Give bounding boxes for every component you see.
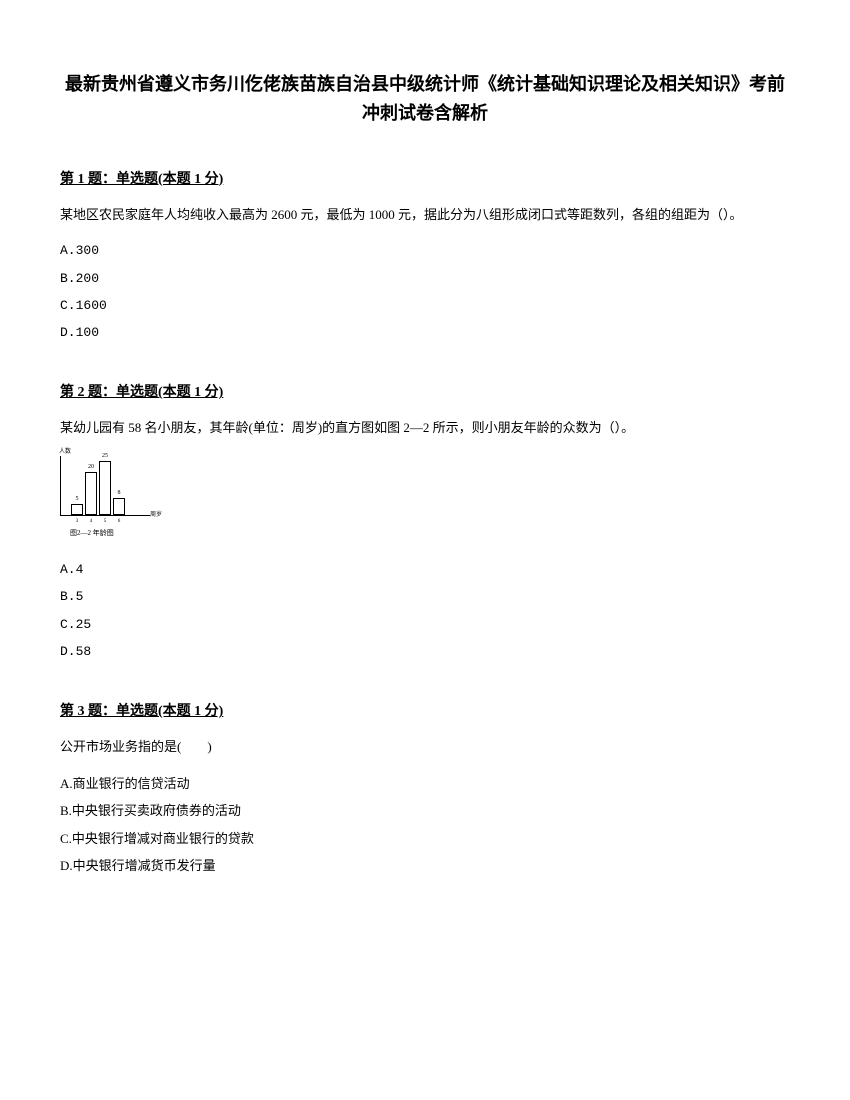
question-1-option-b: B.200 — [60, 265, 790, 292]
chart-x-tick: 5 — [104, 519, 107, 524]
chart-y-label: 人数 — [59, 446, 71, 455]
question-1: 第 1 题：单选题(本题 1 分) 某地区农民家庭年人均纯收入最高为 2600 … — [60, 168, 790, 347]
chart-x-tick: 4 — [90, 519, 93, 524]
question-2-option-a: A.4 — [60, 556, 790, 583]
question-1-option-a: A.300 — [60, 237, 790, 264]
chart-bar: 20 — [85, 472, 97, 515]
question-1-header: 第 1 题：单选题(本题 1 分) — [60, 168, 790, 188]
question-2-option-c: C.25 — [60, 611, 790, 638]
question-2-header: 第 2 题：单选题(本题 1 分) — [60, 381, 790, 401]
question-2-option-d: D.58 — [60, 638, 790, 665]
histogram-chart: 人数 周岁 520258 3456 图2—2 年龄图 — [60, 456, 155, 536]
question-3-option-a: A.商业银行的信贷活动 — [60, 770, 790, 797]
question-3-option-c: C.中央银行增减对商业银行的贷款 — [60, 825, 790, 852]
chart-x-tick: 3 — [76, 519, 79, 524]
chart-caption: 图2—2 年龄图 — [70, 528, 155, 538]
question-2-option-b: B.5 — [60, 583, 790, 610]
chart-x-label: 周岁 — [150, 509, 162, 518]
question-2-text: 某幼儿园有 58 名小朋友，其年龄(单位：周岁)的直方图如图 2—2 所示，则小… — [60, 416, 790, 441]
question-3-option-b: B.中央银行买卖政府债券的活动 — [60, 797, 790, 824]
chart-x-tick: 6 — [118, 519, 121, 524]
question-3-option-d: D.中央银行增减货币发行量 — [60, 852, 790, 879]
document-title: 最新贵州省遵义市务川仡佬族苗族自治县中级统计师《统计基础知识理论及相关知识》考前… — [60, 70, 790, 128]
question-3: 第 3 题：单选题(本题 1 分) 公开市场业务指的是( ) A.商业银行的信贷… — [60, 700, 790, 879]
chart-bar: 5 — [71, 504, 83, 515]
chart-bar: 25 — [99, 461, 111, 515]
question-3-text: 公开市场业务指的是( ) — [60, 735, 790, 760]
question-1-option-d: D.100 — [60, 319, 790, 346]
chart-bar: 8 — [113, 498, 125, 515]
question-3-header: 第 3 题：单选题(本题 1 分) — [60, 700, 790, 720]
question-1-option-c: C.1600 — [60, 292, 790, 319]
question-2: 第 2 题：单选题(本题 1 分) 某幼儿园有 58 名小朋友，其年龄(单位：周… — [60, 381, 790, 665]
question-1-text: 某地区农民家庭年人均纯收入最高为 2600 元，最低为 1000 元，据此分为八… — [60, 203, 790, 228]
